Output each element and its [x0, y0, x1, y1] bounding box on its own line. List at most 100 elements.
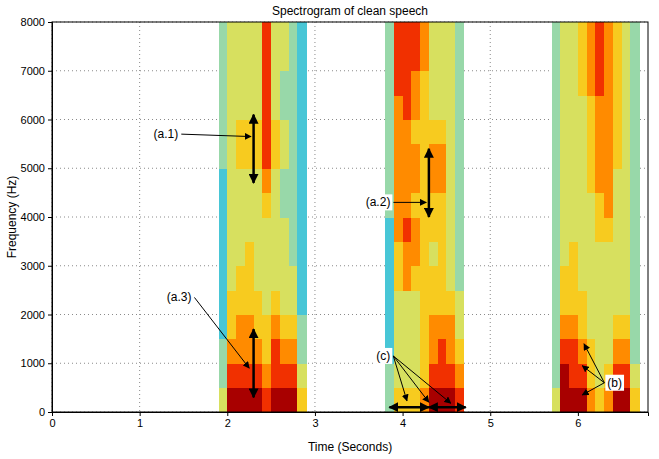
cell — [560, 290, 569, 315]
cell — [227, 241, 236, 266]
cell — [455, 144, 464, 169]
cell — [595, 168, 604, 193]
cell — [236, 315, 245, 340]
y-tick: 4000 — [21, 211, 52, 223]
cell — [613, 339, 622, 364]
cell — [219, 193, 228, 218]
cell — [578, 266, 587, 291]
cell — [394, 22, 403, 47]
cell — [446, 241, 455, 266]
cell — [613, 217, 622, 242]
cell — [297, 241, 306, 266]
cell — [289, 144, 298, 169]
cell — [569, 120, 578, 145]
cell — [569, 241, 578, 266]
grid-line-x — [139, 22, 140, 412]
cell — [262, 144, 271, 169]
y-axis-title: Frequency (Hz) — [5, 176, 19, 259]
cell — [560, 95, 569, 120]
cell — [420, 290, 429, 315]
cell — [227, 95, 236, 120]
cell — [236, 46, 245, 71]
cell — [455, 339, 464, 364]
cell — [560, 266, 569, 291]
cell — [613, 144, 622, 169]
cell — [552, 339, 561, 364]
cell — [262, 241, 271, 266]
cell — [455, 217, 464, 242]
y-tick-label: 0 — [39, 406, 45, 418]
cell — [455, 71, 464, 96]
pointer-arrow — [393, 202, 426, 203]
cell — [622, 241, 631, 266]
cell — [560, 46, 569, 71]
cell — [569, 22, 578, 47]
cell — [560, 217, 569, 242]
cell — [560, 193, 569, 218]
cell — [394, 46, 403, 71]
cell — [254, 71, 263, 96]
cell — [595, 120, 604, 145]
cell — [613, 120, 622, 145]
cell — [429, 339, 438, 364]
cell — [446, 71, 455, 96]
cell — [385, 22, 394, 47]
cell — [262, 193, 271, 218]
cell — [622, 315, 631, 340]
cell — [438, 339, 447, 364]
cell — [552, 290, 561, 315]
cell — [245, 217, 254, 242]
cell — [219, 217, 228, 242]
cell — [245, 290, 254, 315]
cell — [446, 193, 455, 218]
cell — [613, 193, 622, 218]
cell — [622, 71, 631, 96]
cell — [411, 266, 420, 291]
cell — [394, 168, 403, 193]
cell — [289, 120, 298, 145]
span-arrow — [428, 149, 431, 217]
cell — [604, 168, 613, 193]
cell — [219, 71, 228, 96]
cell — [569, 95, 578, 120]
cell — [613, 71, 622, 96]
cell — [595, 266, 604, 291]
cell — [254, 388, 263, 412]
cell — [289, 315, 298, 340]
cell — [403, 46, 412, 71]
grid-line-x — [490, 22, 491, 412]
cell — [595, 22, 604, 47]
cell — [394, 193, 403, 218]
cell — [219, 290, 228, 315]
cell — [289, 388, 298, 412]
cell — [604, 71, 613, 96]
cell — [271, 193, 280, 218]
cell — [420, 241, 429, 266]
cell — [446, 266, 455, 291]
cell — [289, 339, 298, 364]
annotation-label: (b) — [607, 376, 622, 390]
cell — [271, 241, 280, 266]
cell — [455, 266, 464, 291]
y-tick: 6000 — [21, 114, 52, 126]
cell — [622, 22, 631, 47]
y-tick-mark — [48, 120, 52, 121]
cell — [289, 71, 298, 96]
cell — [411, 315, 420, 340]
y-tick: 7000 — [21, 65, 52, 77]
cell — [403, 22, 412, 47]
cell — [227, 168, 236, 193]
cell — [429, 144, 438, 169]
y-tick-label: 5000 — [21, 162, 45, 174]
cell — [578, 339, 587, 364]
cell — [262, 266, 271, 291]
x-tick-label: 1 — [137, 417, 143, 429]
x-tick-label: 5 — [488, 417, 494, 429]
title: Spectrogram of clean speech — [272, 4, 428, 18]
x-tick-label: 4 — [400, 417, 406, 429]
pointer-arrow — [393, 356, 407, 401]
cell — [403, 193, 412, 218]
cell — [420, 217, 429, 242]
cell — [630, 363, 639, 388]
cell — [438, 217, 447, 242]
